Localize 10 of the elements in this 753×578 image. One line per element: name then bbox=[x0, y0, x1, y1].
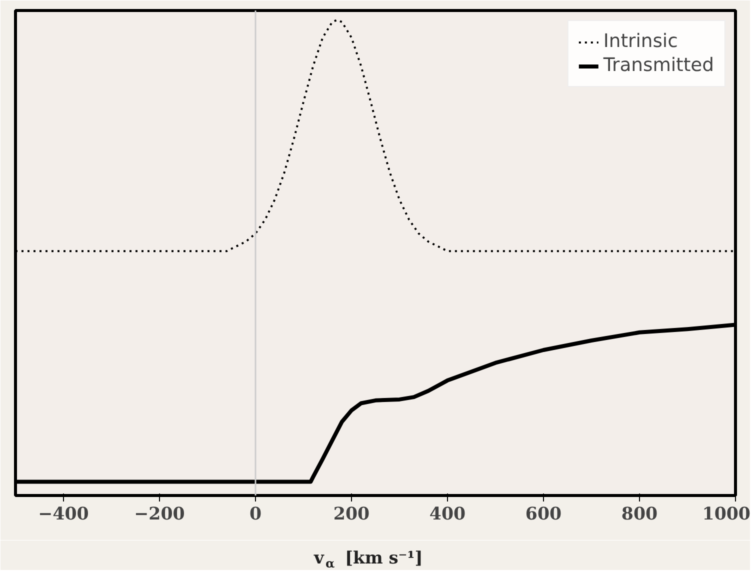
legend-label: Transmitted bbox=[603, 55, 714, 76]
x-tick-label: −400 bbox=[38, 504, 89, 524]
x-tick-label: 800 bbox=[621, 504, 658, 524]
x-tick-label: 1000 bbox=[702, 504, 751, 524]
x-tick-label: 200 bbox=[333, 504, 370, 524]
legend-label: Intrinsic bbox=[603, 31, 678, 52]
x-tick-label: 600 bbox=[525, 504, 562, 524]
x-tick-label: 400 bbox=[429, 504, 466, 524]
x-tick-label: −200 bbox=[134, 504, 185, 524]
x-tick-label: 0 bbox=[249, 504, 262, 524]
